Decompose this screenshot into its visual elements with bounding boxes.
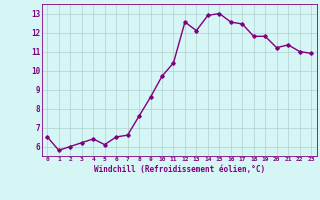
X-axis label: Windchill (Refroidissement éolien,°C): Windchill (Refroidissement éolien,°C) xyxy=(94,165,265,174)
